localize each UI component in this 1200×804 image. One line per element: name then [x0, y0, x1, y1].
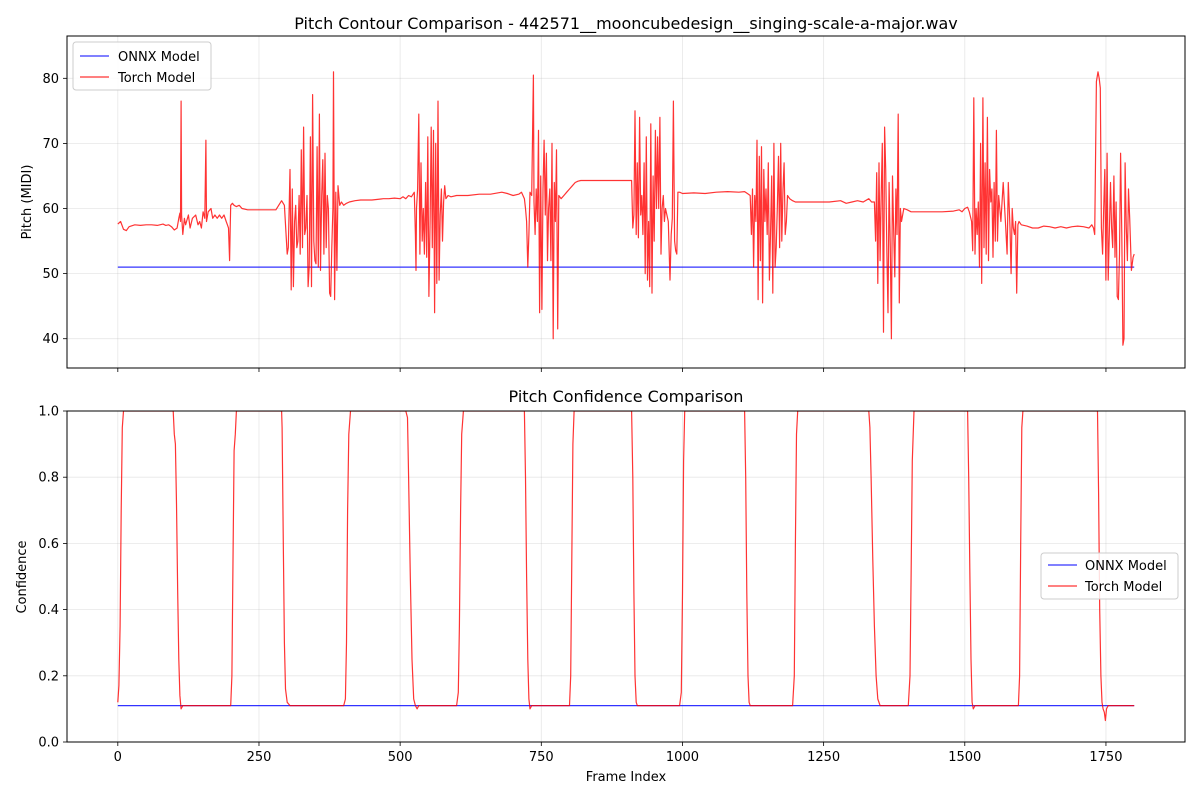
confidence-x-tick-label: 1250 [807, 750, 840, 765]
pitch-legend-torch-label: Torch Model [117, 71, 195, 86]
confidence-y-tick-label: 1.0 [38, 405, 59, 420]
confidence-legend-onnx-label: ONNX Model [1085, 559, 1167, 574]
pitch-legend-onnx-label: ONNX Model [118, 50, 200, 65]
pitch-axes-frame [66, 35, 1186, 369]
pitch-y-tick-label: 80 [42, 72, 59, 87]
pitch-torch-model-line [117, 71, 1135, 346]
confidence-axes-frame [66, 410, 1186, 743]
pitch-y-tick-label: 40 [42, 332, 59, 347]
confidence-x-tick-label: 1750 [1089, 750, 1122, 765]
confidence-series-area [117, 411, 1135, 722]
pitch-y-axis-label: Pitch (MIDI) [20, 165, 35, 240]
confidence-y-tick-label: 0.6 [38, 537, 59, 552]
confidence-legend-torch-label: Torch Model [1084, 580, 1162, 595]
pitch-legend: ONNX Model Torch Model [72, 41, 212, 91]
confidence-x-tick-label: 1000 [666, 750, 699, 765]
pitch-contour-axes: 40 50 60 70 80 Pitch Contour Comparison - 44… [20, 14, 1186, 372]
pitch-ticks: 40 50 60 70 80 [42, 72, 1107, 372]
confidence-y-tick-label: 0.0 [38, 736, 59, 751]
confidence-x-tick-label: 500 [388, 750, 413, 765]
confidence-y-tick-label: 0.2 [38, 669, 59, 684]
confidence-x-axis-label: Frame Index [586, 770, 667, 785]
pitch-legend-box [72, 41, 212, 91]
confidence-x-tick-label: 0 [114, 750, 122, 765]
pitch-y-tick-label: 70 [42, 137, 59, 152]
confidence-x-tick-label: 1500 [948, 750, 981, 765]
confidence-legend: ONNX Model Torch Model [1040, 552, 1179, 600]
confidence-axes: 0 250 500 750 1000 1250 1500 1750 0.0 0.2 0.4 0.6 0.… [15, 387, 1186, 785]
confidence-ticks: 0 250 500 750 1000 1250 1500 1750 0.0 0.2 0.4 0.6 0.… [38, 405, 1122, 766]
pitch-y-tick-label: 50 [42, 267, 59, 282]
confidence-x-tick-label: 750 [529, 750, 554, 765]
pitch-y-tick-label: 60 [42, 202, 59, 217]
confidence-y-axis-label: Confidence [15, 540, 30, 613]
confidence-torch-model-line [117, 411, 1135, 722]
pitch-chart-title: Pitch Contour Comparison - 442571__moonc… [294, 14, 958, 34]
confidence-y-tick-label: 0.4 [38, 603, 59, 618]
pitch-series-area [117, 71, 1135, 346]
confidence-x-tick-label: 250 [247, 750, 272, 765]
confidence-y-tick-label: 0.8 [38, 471, 59, 486]
confidence-chart-title: Pitch Confidence Comparison [509, 387, 744, 406]
